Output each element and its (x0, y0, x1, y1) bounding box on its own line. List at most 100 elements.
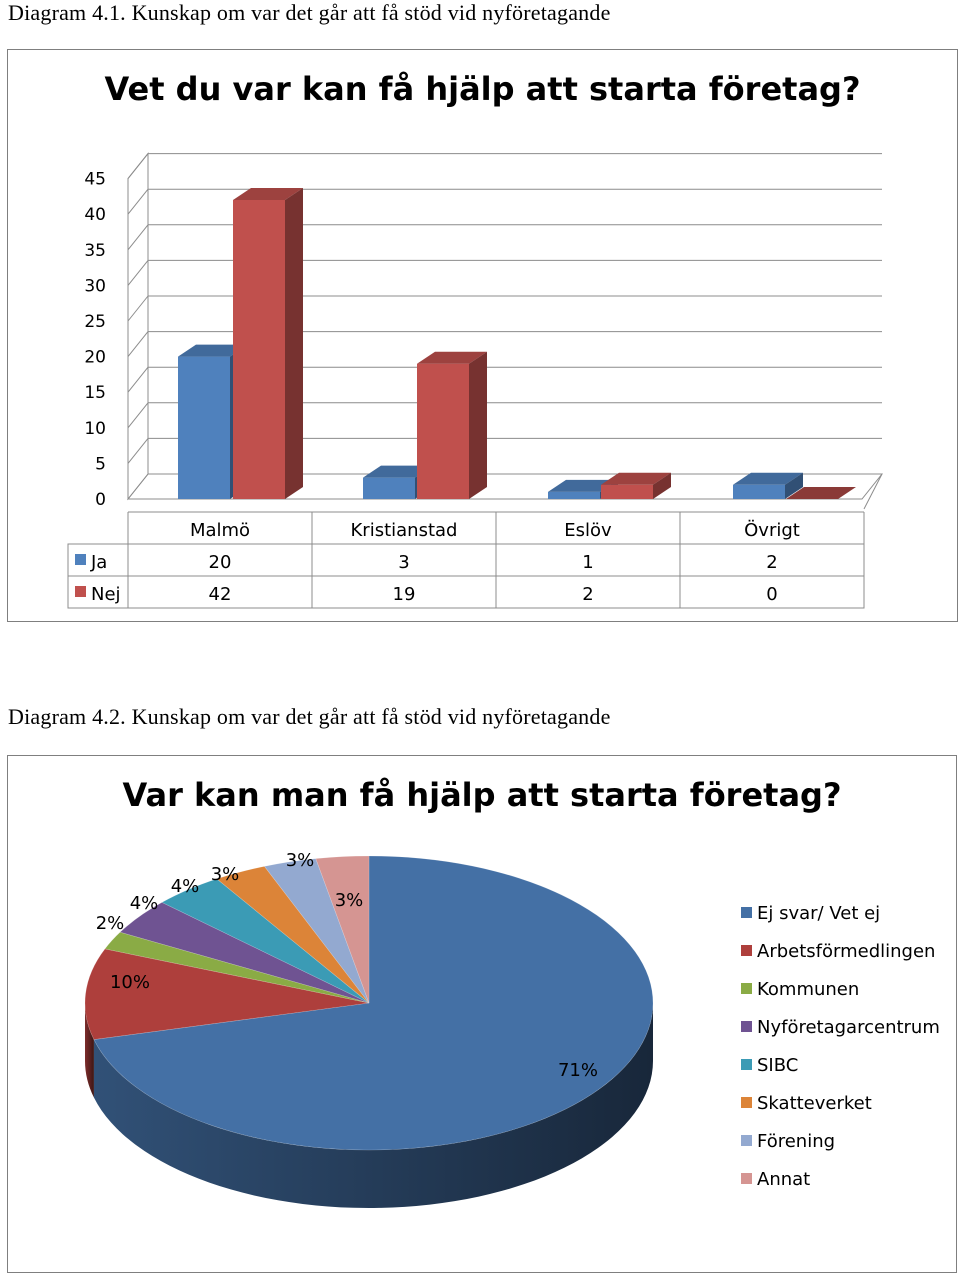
category-label: Eslöv (564, 520, 612, 541)
legend-swatch-5 (741, 1097, 752, 1108)
y-tick-label: 5 (95, 454, 106, 474)
y-tick-label: 40 (84, 205, 106, 225)
gridline-depth (127, 438, 149, 464)
pie-chart-frame: Var kan man få hjälp att starta företag?… (7, 755, 957, 1273)
pie-label-0: 71% (558, 1060, 598, 1081)
gridline-depth (127, 402, 149, 429)
pie-slice-5 (216, 865, 370, 1004)
pie-slice-7 (315, 855, 370, 1004)
legend-label-2: Kommunen (757, 979, 859, 1000)
legend-swatch-7 (741, 1173, 752, 1184)
legend-label-ja: Ja (90, 552, 107, 573)
side-wall (127, 152, 149, 501)
data-table: Malmö2042Kristianstad319Eslöv12Övrigt20J… (67, 511, 865, 609)
bar-front (733, 484, 785, 499)
pie-side-1 (85, 1003, 94, 1098)
bar-top (363, 465, 433, 478)
pie-slice-4 (161, 878, 370, 1004)
category-label: Malmö (190, 520, 250, 541)
y-tick-label: 35 (84, 241, 106, 261)
bar-side (653, 472, 671, 499)
y-tick-label: 20 (84, 348, 106, 368)
pie-label-7: 3% (335, 890, 364, 911)
gridline-depth (127, 366, 149, 393)
pie-label-5: 3% (211, 864, 240, 885)
bar-nej-0 (233, 187, 303, 499)
pie-label-4: 4% (171, 876, 200, 897)
bar-top (417, 351, 487, 364)
pie-slice-2 (104, 931, 370, 1004)
gridline-depth (127, 260, 149, 286)
gridline-depth (127, 153, 149, 179)
bar-front (548, 491, 600, 499)
legend-label-7: Annat (757, 1169, 810, 1190)
table-cell-ja: 1 (582, 552, 593, 573)
pie-slice-1 (84, 948, 370, 1040)
gridline-depth (127, 295, 149, 322)
bar-nej-1 (417, 351, 487, 499)
bar-top (733, 472, 803, 485)
table-cell-nej: 19 (393, 584, 416, 605)
bar-top (548, 479, 618, 492)
legend-label-0: Ej svar/ Vet ej (757, 903, 880, 924)
pie-label-3: 4% (130, 893, 159, 914)
y-tick-label: 0 (95, 490, 106, 510)
diagram1-caption: Diagram 4.1. Kunskap om var det går att … (8, 0, 611, 25)
bar-front (178, 356, 230, 499)
y-tick-label: 10 (84, 419, 106, 439)
table-cell-ja: 3 (398, 552, 409, 573)
pie-side-0 (93, 1003, 654, 1208)
gridline-depth (127, 331, 149, 357)
gridline-depth (127, 473, 149, 500)
table-cell-ja: 2 (766, 552, 777, 573)
legend-swatch-0 (741, 907, 752, 918)
legend-label-6: Förening (757, 1131, 835, 1152)
bar-side (285, 187, 303, 499)
pie-label-2: 2% (96, 913, 125, 934)
bar-front (363, 477, 415, 499)
legend-label-4: SIBC (757, 1055, 798, 1076)
legend-label-1: Arbetsförmedlingen (757, 941, 935, 962)
y-tick-label: 25 (84, 312, 106, 332)
legend-swatch-4 (741, 1059, 752, 1070)
bar-chart-title: Vet du var kan få hjälp att starta föret… (104, 70, 861, 108)
legend-label-3: Nyföretagarcentrum (757, 1017, 940, 1038)
category-label: Övrigt (744, 519, 800, 541)
diagram2-caption: Diagram 4.2. Kunskap om var det går att … (8, 704, 611, 729)
bar-top (233, 187, 303, 200)
pie-slice-0 (93, 855, 654, 1151)
bar-chart-frame: Vet du var kan få hjälp att starta föret… (7, 49, 958, 622)
bar-top (601, 472, 671, 485)
bar-side (469, 351, 487, 499)
table-cell-nej: 2 (582, 584, 593, 605)
pie-chart-title: Var kan man få hjälp att starta företag? (122, 776, 842, 814)
bar-front (417, 363, 469, 499)
legend-swatch-ja (75, 554, 86, 565)
bar-front (233, 199, 285, 499)
table-cell-nej: 0 (766, 584, 777, 605)
bar-top (178, 344, 248, 357)
bar-nej-2 (601, 472, 671, 499)
pie-label-6: 3% (286, 850, 315, 871)
legend-swatch-nej (75, 586, 86, 597)
y-tick-label: 15 (84, 383, 106, 403)
legend-label-nej: Nej (91, 584, 121, 605)
legend-swatch-3 (741, 1021, 752, 1032)
bar-ja-3 (733, 472, 803, 499)
pie-slice-6 (263, 858, 370, 1004)
legend-swatch-6 (741, 1135, 752, 1146)
legend-swatch-1 (741, 945, 752, 956)
table-cell-ja: 20 (209, 552, 232, 573)
y-tick-label: 30 (84, 276, 106, 296)
bar-chart: 051015202530354045Malmö2042Kristianstad3… (67, 152, 884, 609)
bar-side (785, 472, 803, 499)
legend-label-5: Skatteverket (757, 1093, 872, 1114)
pie-slice-3 (119, 902, 370, 1004)
legend-swatch-2 (741, 983, 752, 994)
gridline-depth (127, 224, 149, 251)
y-tick-label: 45 (84, 170, 106, 190)
bar-nej-3 (786, 487, 856, 499)
pie-label-1: 10% (110, 972, 150, 993)
gridline-depth (127, 188, 149, 215)
pie-chart: 71%10%2%4%4%3%3%3%Ej svar/ Vet ejArbetsf… (84, 850, 940, 1208)
